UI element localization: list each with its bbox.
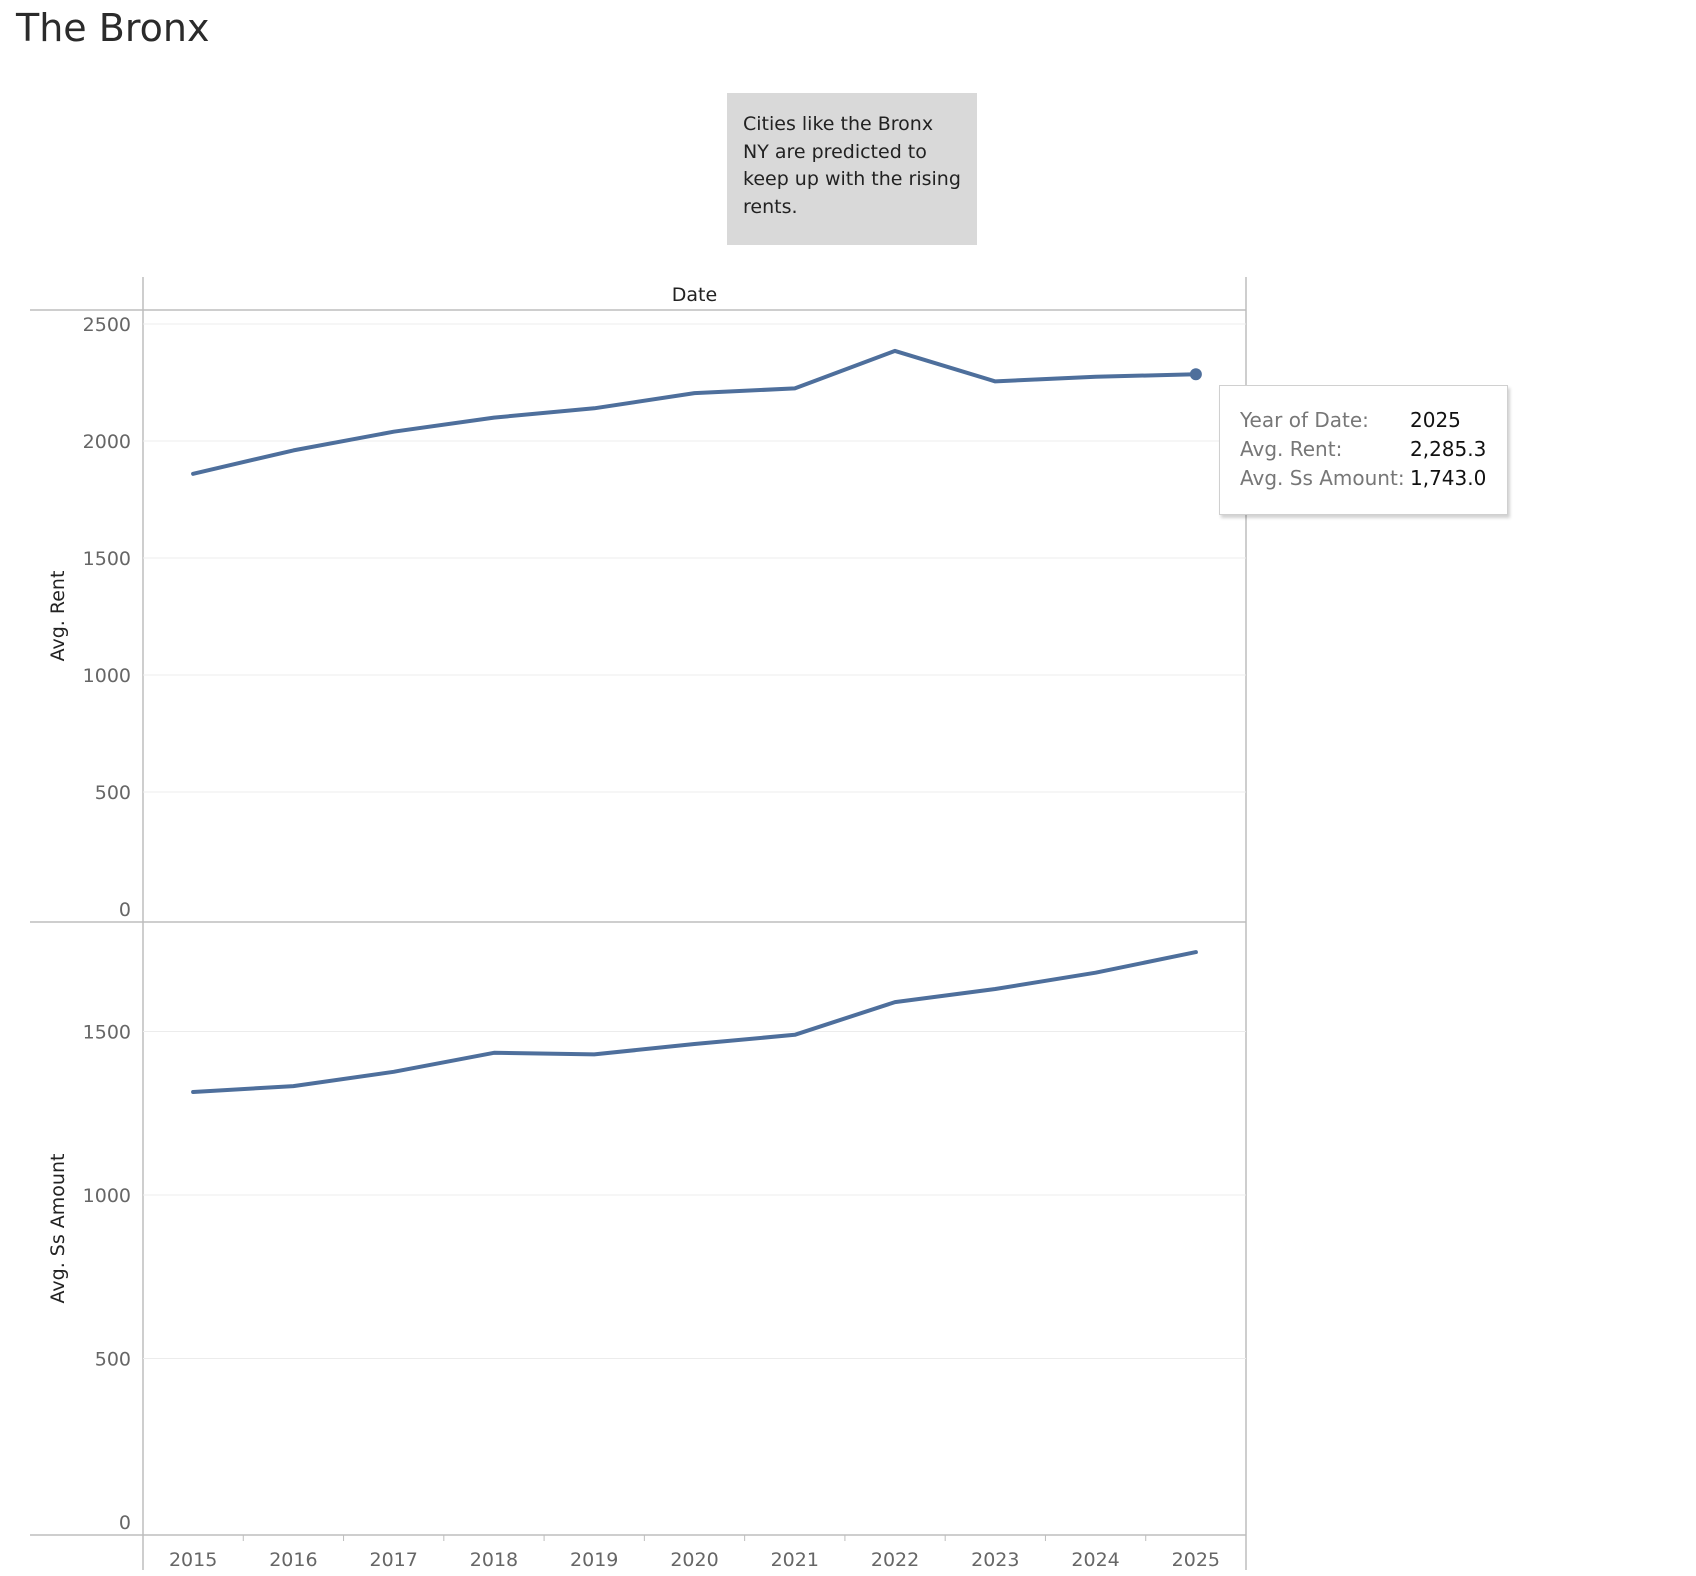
annotation-box: Cities like the Bronx NY are predicted t… [727,93,977,245]
tooltip-label: Year of Date: [1240,408,1369,432]
y-tick-label: 0 [119,1512,131,1534]
y-axis-title: Avg. Rent [47,571,69,662]
x-tick-label: 2022 [871,1549,919,1571]
tooltip-label: Avg. Ss Amount: [1240,466,1405,490]
y-tick-label: 2000 [83,431,131,453]
x-tick-label: 2025 [1172,1549,1220,1571]
page-title: The Bronx [16,6,210,50]
column-header: Date [672,284,717,306]
y-tick-label: 500 [95,782,131,804]
x-tick-label: 2019 [570,1549,618,1571]
x-tick-label: 2021 [771,1549,819,1571]
y-tick-label: 2500 [83,314,131,336]
tooltip-value: 2025 [1410,408,1461,432]
tooltip-row: Avg. Ss Amount: 1,743.0 [1240,464,1507,493]
y-tick-label: 1500 [83,548,131,570]
x-tick-label: 2023 [971,1549,1019,1571]
y-tick-label: 1500 [83,1022,131,1044]
y-axis-title: Avg. Ss Amount [47,1154,69,1304]
y-tick-label: 0 [119,899,131,921]
x-tick-label: 2020 [670,1549,718,1571]
x-tick-label: 2016 [269,1549,317,1571]
highlighted-point [1189,368,1202,381]
y-tick-label: 500 [95,1349,131,1371]
tooltip-row: Avg. Rent: 2,285.3 [1240,435,1507,464]
x-tick-label: 2024 [1071,1549,1119,1571]
avg-rent-line [191,348,1198,476]
y-tick-label: 1000 [83,665,131,687]
x-tick-label: 2017 [370,1549,418,1571]
tooltip-label: Avg. Rent: [1240,437,1343,461]
tooltip-value: 1,743.0 [1410,466,1487,490]
tooltip-row: Year of Date: 2025 [1240,406,1507,435]
tooltip: Year of Date: 2025 Avg. Rent: 2,285.3 Avg. S… [1219,385,1508,515]
y-tick-label: 1000 [83,1185,131,1207]
x-tick-label: 2015 [169,1549,217,1571]
tooltip-value: 2,285.3 [1410,437,1487,461]
x-tick-label: 2018 [470,1549,518,1571]
avg-ss-amount-line [191,950,1198,1094]
